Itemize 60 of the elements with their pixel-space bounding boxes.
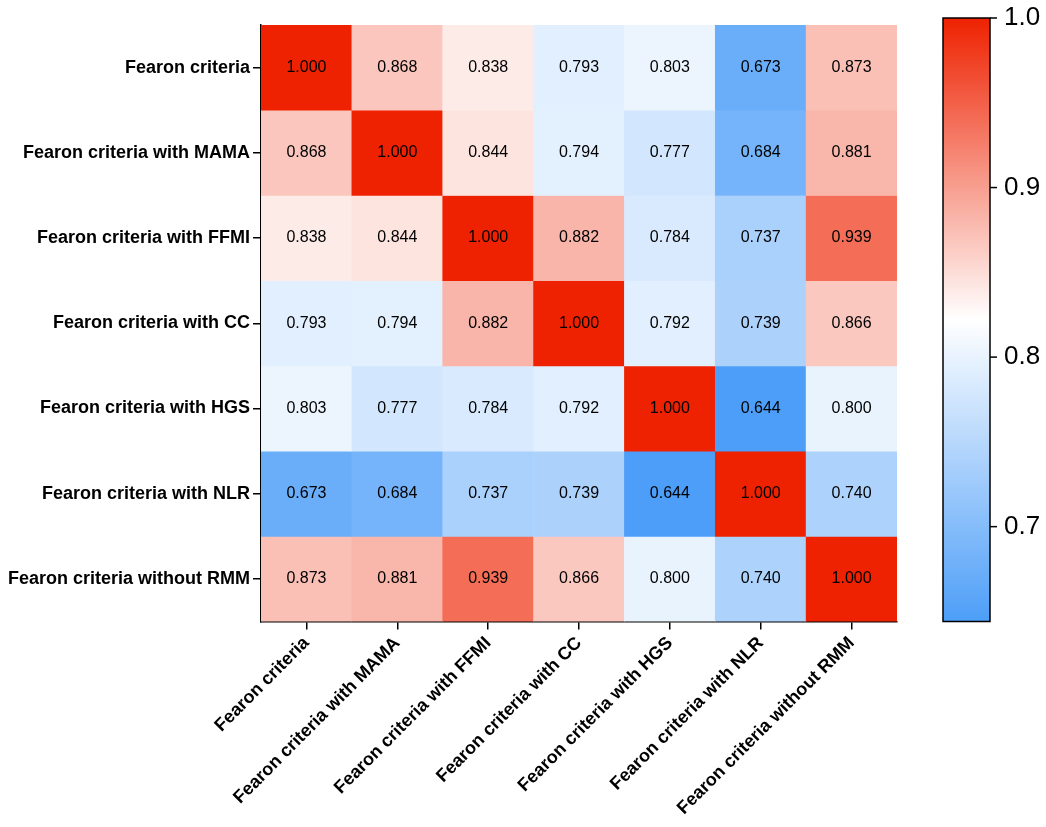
y-tick-label: Fearon criteria with HGS — [39, 397, 251, 418]
data-label: 0.644 — [740, 398, 781, 416]
data-label: 1.000 — [831, 569, 872, 587]
data-label: 0.881 — [831, 143, 872, 161]
data-label: 0.794 — [558, 143, 600, 161]
data-label: 0.844 — [377, 228, 418, 246]
data-label: 0.737 — [468, 484, 509, 502]
data-label: 0.793 — [558, 58, 600, 76]
data-label: 0.866 — [831, 313, 872, 331]
data-label: 1.000 — [558, 313, 600, 331]
y-tick-label: Fearon criteria with CC — [52, 312, 251, 333]
data-label: 0.881 — [377, 569, 418, 587]
data-label: 0.784 — [649, 228, 690, 246]
data-label: 0.868 — [377, 58, 418, 76]
data-label: 0.644 — [649, 484, 690, 502]
data-label: 0.838 — [468, 58, 509, 76]
data-label: 0.740 — [831, 484, 872, 502]
data-label: 0.838 — [286, 228, 327, 246]
data-label: 0.673 — [286, 484, 327, 502]
data-label: 0.740 — [740, 569, 781, 587]
data-label: 0.803 — [649, 58, 690, 76]
data-label: 0.684 — [377, 484, 418, 502]
y-tick-label: Fearon criteria with FFMI — [36, 227, 251, 248]
data-label: 1.000 — [649, 398, 690, 416]
data-label: 0.800 — [831, 398, 872, 416]
data-label: 0.800 — [649, 569, 690, 587]
data-label: 1.000 — [468, 228, 509, 246]
data-label: 0.794 — [377, 313, 418, 331]
color-bar-label: 0.9 — [1004, 170, 1041, 201]
data-label: 0.866 — [558, 569, 600, 587]
data-label: 0.684 — [740, 143, 781, 161]
data-label: 0.882 — [558, 228, 600, 246]
color-bar-label: 1.0 — [1004, 1, 1041, 32]
data-label: 0.792 — [649, 313, 690, 331]
y-tick-label: Fearon criteria without RMM — [8, 567, 251, 588]
data-label: 0.873 — [286, 569, 327, 587]
color-bar-label: 0.8 — [1004, 340, 1041, 371]
y-tick-label: Fearon criteria with NLR — [41, 482, 251, 503]
data-label: 1.000 — [377, 143, 418, 161]
data-label: 0.939 — [468, 569, 509, 587]
data-label: 0.882 — [468, 313, 509, 331]
data-label: 1.000 — [286, 58, 327, 76]
data-label: 0.939 — [831, 228, 872, 246]
data-label: 0.868 — [286, 143, 327, 161]
data-label: 0.739 — [740, 313, 781, 331]
data-label: 0.792 — [558, 398, 600, 416]
data-label: 0.844 — [468, 143, 509, 161]
data-label: 0.784 — [468, 398, 509, 416]
data-label: 0.737 — [740, 228, 781, 246]
y-tick-label: Fearon criteria — [124, 56, 251, 77]
y-tick-label: Fearon criteria with MAMA — [22, 141, 251, 162]
data-label: 1.000 — [740, 484, 781, 502]
color-bar-label: 0.7 — [1004, 509, 1041, 540]
data-label: 0.803 — [286, 398, 327, 416]
data-label: 0.777 — [377, 398, 418, 416]
data-label: 0.777 — [649, 143, 690, 161]
data-label: 0.739 — [558, 484, 600, 502]
data-label: 0.873 — [831, 58, 872, 76]
data-label: 0.673 — [740, 58, 781, 76]
data-label: 0.793 — [286, 313, 327, 331]
